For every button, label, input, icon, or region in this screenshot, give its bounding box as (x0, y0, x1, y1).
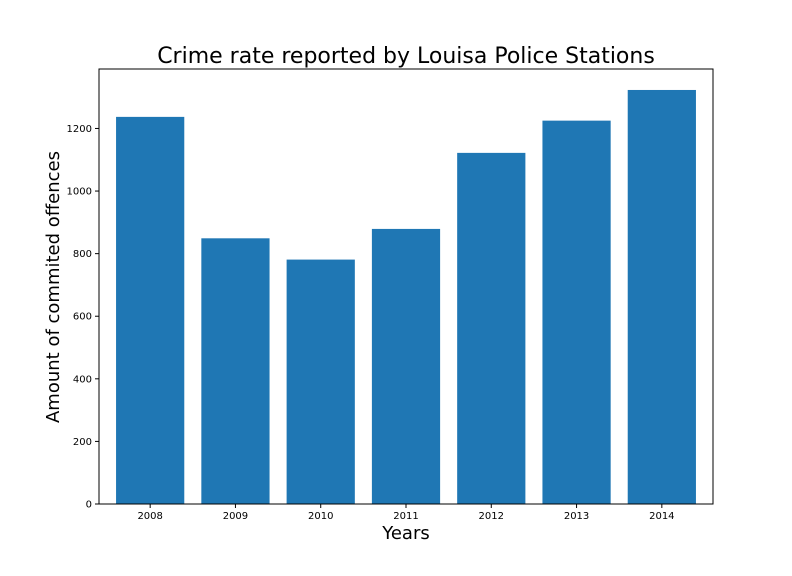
y-tick-label: 800 (73, 249, 92, 260)
bars-group (116, 89, 696, 505)
y-axis-ticks: 0 200 400 600 800 1000 1200 (67, 124, 99, 511)
x-tick-label: 2014 (649, 511, 674, 522)
x-axis-ticks: 2008 2009 2010 2011 2012 2013 2014 (137, 504, 675, 522)
y-tick-label: 600 (73, 312, 92, 323)
bar-2011 (371, 228, 441, 504)
y-tick-label: 200 (73, 437, 92, 448)
x-tick-label: 2008 (137, 511, 162, 522)
bar-2013 (542, 120, 611, 504)
x-tick-label: 2012 (479, 511, 504, 522)
y-tick-label: 400 (73, 374, 92, 385)
bar-2012 (457, 152, 526, 505)
chart-title: Crime rate reported by Louisa Police Sta… (157, 44, 655, 69)
bar-2014 (627, 89, 696, 505)
x-tick-label: 2013 (564, 511, 589, 522)
y-tick-label: 0 (86, 500, 92, 511)
x-tick-label: 2009 (223, 511, 248, 522)
y-tick-label: 1200 (67, 124, 92, 135)
bar-2008 (116, 116, 185, 505)
y-axis-label: Amount of commited offences (43, 151, 64, 423)
x-tick-label: 2010 (308, 511, 333, 522)
bar-2009 (201, 238, 270, 504)
bar-2010 (286, 259, 355, 504)
y-tick-label: 1000 (67, 187, 92, 198)
x-axis-label: Years (381, 523, 430, 544)
x-tick-label: 2011 (393, 511, 418, 522)
